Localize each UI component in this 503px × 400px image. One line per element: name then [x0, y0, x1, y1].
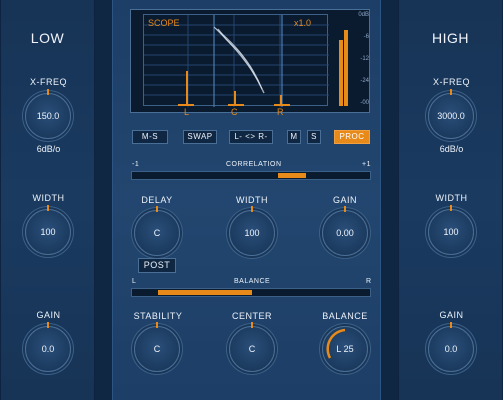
knob-indicator: [47, 322, 49, 328]
stability-label: STABILITY: [133, 311, 183, 321]
knob-indicator: [251, 322, 253, 328]
mid-width-knob[interactable]: 100: [229, 206, 275, 256]
correlation-max: +1: [362, 161, 371, 168]
center-knob[interactable]: C: [229, 322, 275, 372]
high-width-knob[interactable]: 100: [428, 205, 474, 255]
knob-indicator: [47, 205, 49, 211]
ms-button[interactable]: M-S: [132, 130, 168, 144]
side-solo-button[interactable]: S: [307, 130, 321, 144]
high-width-label: WIDTH: [435, 193, 468, 203]
balance-right: R: [366, 278, 372, 285]
high-xfreq-knob[interactable]: 3000.0: [428, 89, 474, 139]
balance-arc: [326, 328, 346, 359]
low-width-value: 100: [40, 227, 56, 237]
high-gain-label: GAIN: [439, 310, 464, 320]
correlation-min: -1: [132, 161, 140, 168]
delay-value: C: [153, 228, 161, 238]
knob-indicator: [344, 206, 346, 212]
swap-button[interactable]: SWAP: [183, 130, 217, 144]
mid-width-label: WIDTH: [236, 195, 268, 205]
high-gain-knob[interactable]: 0.0: [428, 322, 474, 372]
knob-indicator: [450, 89, 452, 95]
correlation-label: CORRELATION: [226, 161, 282, 168]
low-xfreq-label: X-FREQ: [29, 77, 67, 87]
scope-zoom[interactable]: x1.0: [294, 18, 312, 28]
balance-knob-label: BALANCE: [322, 311, 368, 321]
knob-indicator: [47, 89, 49, 95]
low-xfreq-value: 150.0: [36, 111, 60, 121]
balance-knob[interactable]: L 25: [322, 326, 368, 372]
knob-indicator: [156, 322, 158, 328]
low-gain-knob[interactable]: 0.0: [25, 322, 71, 372]
high-xfreq-value: 3000.0: [437, 111, 465, 121]
balance-meter: [131, 288, 371, 297]
scope-channel-l: L: [184, 107, 190, 117]
stability-knob[interactable]: C: [134, 322, 180, 372]
mid-gain-label: GAIN: [332, 195, 357, 205]
balance-left: L: [132, 278, 137, 285]
high-band-title: HIGH: [432, 30, 469, 46]
scope-channel-r: R: [277, 107, 284, 117]
knob-indicator: [156, 206, 158, 212]
panel-divider: [381, 0, 398, 400]
meter-scale: 0dB -6 -12 -24 -00: [358, 12, 369, 106]
low-band-title: LOW: [30, 30, 65, 46]
high-xfreq-label: X-FREQ: [432, 77, 470, 87]
proc-button[interactable]: PROC: [334, 130, 370, 144]
knob-indicator: [450, 322, 452, 328]
scope-display: SCOPE x1.0 L C R: [143, 14, 329, 117]
scope-label: SCOPE: [148, 18, 180, 28]
delay-label: DELAY: [141, 195, 173, 205]
correlation-meter: [131, 171, 371, 180]
scope-channel-c: C: [231, 107, 238, 117]
mid-width-value: 100: [244, 228, 260, 238]
balance-bar-label: BALANCE: [234, 278, 271, 285]
correlation-fill: [278, 173, 306, 178]
center-value: C: [248, 344, 256, 354]
high-width-value: 100: [443, 227, 459, 237]
low-slope-value[interactable]: 6dB/o: [36, 144, 61, 154]
stability-value: C: [153, 344, 161, 354]
high-gain-value: 0.0: [444, 344, 458, 354]
low-width-label: WIDTH: [32, 193, 65, 203]
mid-solo-button[interactable]: M: [287, 130, 301, 144]
mid-gain-value: 0.00: [336, 228, 354, 238]
lr-invert-button[interactable]: L- <> R-: [229, 130, 273, 144]
high-slope-value[interactable]: 6dB/o: [439, 144, 464, 154]
channel-markers: [178, 71, 290, 106]
scope-grid: [144, 15, 329, 107]
low-xfreq-knob[interactable]: 150.0: [25, 89, 71, 139]
balance-knob-value: L 25: [336, 344, 354, 354]
post-button[interactable]: POST: [138, 258, 176, 273]
low-gain-label: GAIN: [36, 310, 61, 320]
high-band-panel: HIGH X-FREQ 3000.0 6dB/o WIDTH 100 GAIN …: [398, 0, 503, 400]
knob-indicator: [450, 205, 452, 211]
knob-indicator: [251, 206, 253, 212]
low-width-knob[interactable]: 100: [25, 205, 71, 255]
low-gain-value: 0.0: [41, 344, 55, 354]
balance-fill: [158, 290, 252, 295]
delay-knob[interactable]: C: [134, 206, 180, 256]
mid-gain-knob[interactable]: 0.00: [322, 206, 368, 256]
level-meter: [339, 30, 349, 106]
stereo-scope: SCOPE x1.0 L C R 0dB -6 -12 -24 -00: [130, 9, 370, 117]
center-label: CENTER: [231, 311, 272, 321]
panel-divider: [95, 0, 112, 400]
low-band-panel: LOW X-FREQ 150.0 6dB/o WIDTH 100 GAIN 0.…: [0, 0, 95, 400]
lissajous-trace: [213, 26, 263, 90]
